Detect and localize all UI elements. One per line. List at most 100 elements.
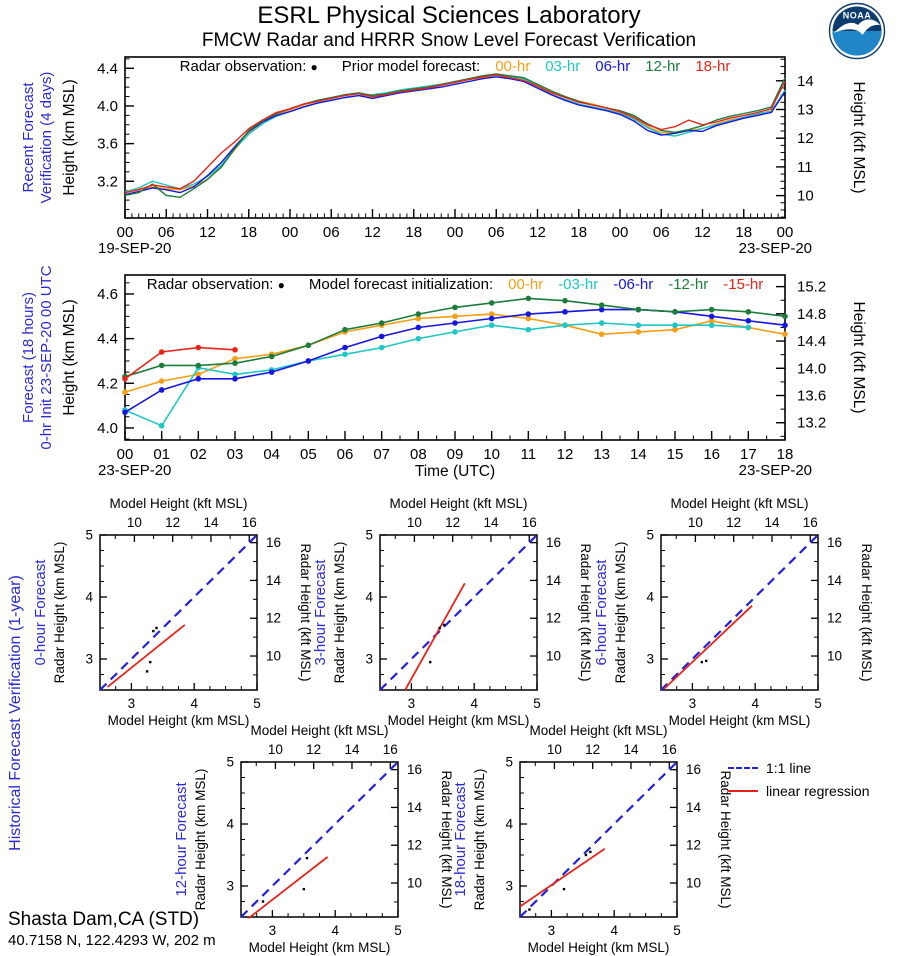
x2-tick-label: 14 bbox=[203, 515, 219, 530]
x-tick-label: 3 bbox=[689, 696, 697, 711]
y-tick-label: 4.0 bbox=[97, 98, 118, 115]
y2-tick-label: 14 bbox=[827, 573, 843, 588]
scatter-point bbox=[589, 850, 592, 854]
y2-tick-label: 15.2 bbox=[797, 279, 826, 296]
series-point--06-hr bbox=[158, 387, 165, 393]
x-tick-label: 11 bbox=[521, 446, 537, 463]
y2-tick-label: 14 bbox=[797, 73, 814, 90]
page-subtitle: FMCW Radar and HRRR Snow Level Forecast … bbox=[201, 30, 697, 51]
regression-line bbox=[519, 848, 606, 908]
y-tick-label: 4 bbox=[365, 590, 373, 605]
station-location: 40.7158 N, 122.4293 W, 202 m bbox=[8, 931, 216, 949]
noaa-logo-gull-icon bbox=[834, 19, 880, 35]
series-point--12-hr bbox=[452, 304, 458, 311]
series-point--06-hr bbox=[488, 315, 495, 322]
y-tick-label: 4.6 bbox=[97, 286, 118, 303]
station-name: Shasta Dam,CA (STD) bbox=[8, 909, 200, 930]
right-axis-title: Radar Height (kft MSL) bbox=[718, 770, 733, 908]
x-date-left: 19-SEP-20 bbox=[98, 240, 171, 257]
y-axis-title: Height (km MSL) bbox=[61, 299, 78, 415]
noaa-logo-bottom bbox=[832, 31, 882, 56]
x2-tick-label: 14 bbox=[483, 515, 499, 530]
bottom-axis-title: Model Height (km MSL) bbox=[528, 940, 670, 955]
x-tick-label: 5 bbox=[253, 696, 261, 711]
y2-tick-label: 12 bbox=[407, 838, 422, 853]
x-tick-label: 3 bbox=[269, 923, 277, 938]
page-title: ESRL Physical Sciences Laboratory bbox=[257, 2, 641, 29]
panel-title-line1: Forecast (18 hours) bbox=[20, 292, 37, 423]
top-axis-title: Model Height (kft MSL) bbox=[389, 496, 527, 511]
x-tick-label: 01 bbox=[153, 446, 170, 463]
x2-tick-label: 12 bbox=[726, 515, 741, 530]
series-point--06-hr bbox=[305, 358, 312, 364]
series-line-12-hr bbox=[124, 73, 786, 199]
x-tick-label: 18 bbox=[735, 224, 752, 241]
x-axis-title: Time (UTC) bbox=[415, 463, 495, 480]
scatter-point bbox=[700, 660, 704, 664]
x-tick-label: 3 bbox=[548, 923, 556, 938]
panel-scatter-12hr: 3 3 4 4 5 5 10 10 12 12 14 14 16 16 Model Height (kft … bbox=[173, 723, 454, 955]
x2-tick-label: 16 bbox=[383, 742, 398, 757]
one-to-one-label: 1:1 line bbox=[766, 760, 812, 776]
series-point--12-hr bbox=[525, 295, 532, 302]
series-point--06-hr bbox=[562, 309, 568, 315]
x2-tick-label: 10 bbox=[547, 742, 562, 757]
x2-tick-label: 10 bbox=[268, 742, 283, 757]
y2-tick-label: 16 bbox=[827, 535, 842, 550]
series-point--06-hr bbox=[378, 333, 385, 340]
x-tick-label: 4 bbox=[331, 923, 339, 938]
y-tick-label: 4.0 bbox=[97, 420, 118, 437]
bottom-axis-title: Model Height (km MSL) bbox=[669, 713, 811, 728]
y-tick-label: 5 bbox=[365, 528, 373, 543]
left-axis-title: Radar Height (km MSL) bbox=[52, 542, 67, 684]
y2-tick-label: 13 bbox=[797, 101, 814, 118]
y2-tick-label: 10 bbox=[686, 876, 701, 891]
y2-tick-label: 14.0 bbox=[797, 360, 826, 377]
regression-line bbox=[106, 624, 186, 688]
x2-tick-label: 14 bbox=[764, 515, 780, 530]
x-tick-label: 06 bbox=[323, 224, 340, 241]
scatter-point bbox=[261, 900, 265, 903]
legend-row-regression: linear regression bbox=[728, 783, 870, 799]
series-point--12-hr bbox=[708, 306, 715, 313]
left-axis-title: Radar Height (km MSL) bbox=[193, 769, 208, 911]
series-point--12-hr bbox=[598, 302, 605, 308]
series-point--06-hr bbox=[452, 320, 458, 326]
x-tick-label: 4 bbox=[190, 696, 198, 711]
panel-title-line1: Recent Forecast bbox=[20, 82, 37, 193]
y2-tick-label: 13.2 bbox=[797, 415, 826, 432]
series-point--12-hr bbox=[378, 320, 385, 326]
y2-tick-label: 16 bbox=[546, 535, 561, 550]
series-point--06-hr bbox=[195, 376, 202, 382]
regression-line-sample bbox=[728, 790, 758, 792]
noaa-logo: NOAA bbox=[828, 2, 886, 60]
bottom-axis-title: Model Height (km MSL) bbox=[388, 713, 530, 728]
series-point--12-hr bbox=[672, 309, 678, 315]
series-point--03-hr bbox=[525, 326, 532, 333]
panel-forecast-18h: 4.0 4.2 4.4 4.6 13.2 13.6 14.0 14.4 14.8 15.2 00 01… bbox=[20, 265, 867, 480]
scatter-panel-title: 6-hour Forecast bbox=[593, 559, 610, 666]
series-point--06-hr bbox=[122, 409, 128, 416]
x2-tick-label: 10 bbox=[688, 515, 703, 530]
scatter-panel-title: 18-hour Forecast bbox=[452, 782, 469, 897]
scatter-point bbox=[155, 626, 158, 630]
y2-tick-label: 12 bbox=[827, 611, 842, 626]
x-tick-label: 06 bbox=[488, 224, 505, 241]
regression-line bbox=[404, 582, 466, 691]
series-point--03-hr bbox=[745, 324, 752, 331]
panel-scatter-6hr: 3 3 4 4 5 5 10 10 12 12 14 14 16 16 Model Height (kft … bbox=[593, 496, 874, 728]
series-point--06-hr bbox=[782, 322, 788, 329]
series-point--06-hr bbox=[525, 311, 532, 317]
scatter-point bbox=[305, 856, 309, 860]
y-tick-label: 3 bbox=[85, 652, 93, 667]
x2-tick-label: 12 bbox=[445, 515, 460, 530]
scatter-point bbox=[149, 660, 152, 664]
series-point--12-hr bbox=[232, 360, 238, 366]
series-point--15-hr bbox=[195, 344, 202, 351]
series-point--12-hr bbox=[305, 342, 312, 349]
legend-row-one-to-one: 1:1 line bbox=[728, 760, 870, 776]
series-point-00-hr bbox=[708, 317, 715, 324]
y-tick-label: 3 bbox=[646, 652, 654, 667]
